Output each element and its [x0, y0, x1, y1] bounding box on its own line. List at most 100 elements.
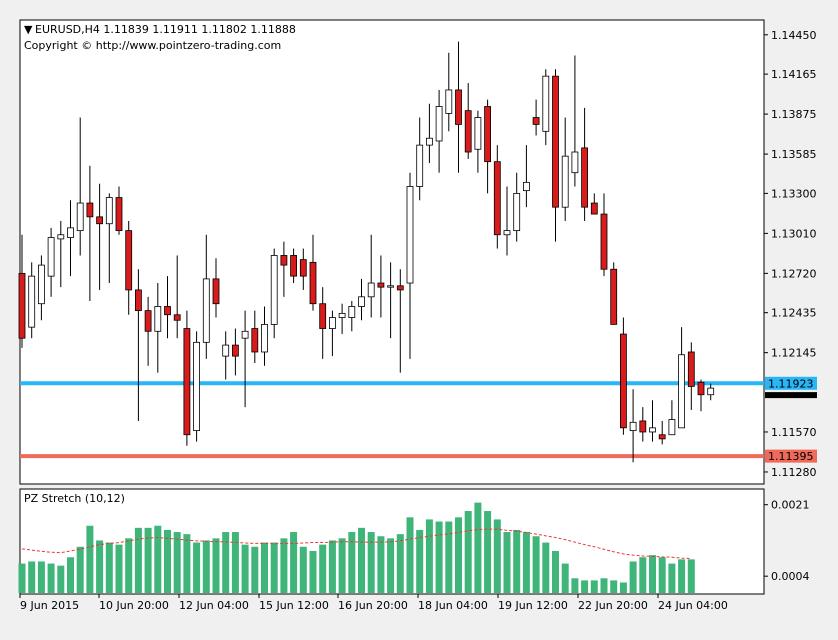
candle-body-bull	[561, 155, 569, 208]
histogram-bar	[590, 580, 598, 593]
price-tick-label: 1.14165	[771, 68, 817, 81]
candle-body-bear	[173, 314, 181, 321]
candle	[552, 69, 559, 242]
histogram-bar	[629, 561, 637, 593]
candle-body-bull	[241, 330, 249, 339]
time-tick-label: 24 Jun 04:00	[658, 599, 728, 612]
candle-body-bull	[348, 306, 356, 318]
candle-body-bear	[455, 89, 462, 125]
indicator-tick-label: 0.0004	[771, 570, 810, 583]
candle	[658, 420, 666, 445]
candle	[387, 262, 395, 339]
candle	[435, 89, 443, 173]
histogram-bar	[338, 538, 346, 593]
candle	[290, 248, 298, 284]
candle-body-bull	[270, 255, 278, 325]
candle-body-bull	[328, 317, 336, 329]
candle	[464, 83, 472, 159]
histogram-bar	[328, 540, 336, 593]
histogram-bar	[96, 540, 104, 593]
candle-body-bull	[105, 197, 113, 225]
price-tick-label: 1.13010	[771, 227, 817, 240]
histogram-bar	[484, 511, 492, 593]
candle-body-bull	[571, 151, 579, 174]
candle-body-bull	[406, 186, 414, 284]
candle	[125, 220, 133, 315]
candle	[105, 193, 113, 284]
candle	[154, 283, 162, 373]
time-tick-label: 19 Jun 12:00	[498, 599, 568, 612]
candle	[493, 145, 501, 249]
candle	[377, 255, 385, 318]
candle	[86, 165, 94, 301]
candle-body-bull	[338, 312, 346, 318]
histogram-bar	[125, 538, 133, 593]
histogram-bar	[319, 544, 327, 593]
red-line-price-text: 1.11395	[768, 450, 814, 463]
histogram-bar	[455, 517, 462, 593]
candle-body-bull	[513, 192, 521, 232]
blue-line-price-text: 1.11923	[768, 377, 814, 390]
indicator-title: PZ Stretch (10,12)	[24, 492, 125, 505]
candle-body-bear	[697, 381, 705, 396]
price-axis: 1.14450 1.14165 1.13875 1.13585 1.13300 1.130…	[764, 29, 817, 479]
candle-body-bear	[600, 213, 608, 270]
candle	[484, 99, 492, 194]
candle-body-bull	[416, 144, 424, 187]
candle	[231, 328, 239, 376]
candle	[299, 248, 307, 290]
candle	[173, 255, 181, 339]
histogram-bar	[658, 557, 666, 593]
candle	[523, 145, 530, 208]
candle-body-bear	[299, 259, 307, 277]
candle	[115, 186, 123, 235]
histogram-bar	[154, 525, 162, 593]
histogram-bar	[649, 555, 656, 593]
candle-body-bear	[552, 75, 559, 208]
histogram-bar	[600, 578, 608, 593]
candle	[28, 262, 36, 339]
histogram-bar	[251, 546, 259, 593]
candle-body-bull	[678, 354, 685, 429]
candle-body-bear	[183, 328, 191, 436]
candle	[76, 117, 84, 256]
candle-body-bull	[367, 282, 375, 298]
candle-body-bull	[358, 296, 365, 307]
candle	[600, 193, 608, 277]
histogram-bar	[610, 580, 618, 593]
candle	[639, 407, 647, 442]
histogram-bar	[270, 542, 278, 593]
candle-body-bull	[193, 341, 201, 431]
candle-body-bear	[309, 261, 317, 305]
candle-body-bull	[707, 387, 715, 396]
histogram-bar	[367, 532, 375, 593]
histogram-bar	[105, 542, 113, 593]
histogram-bar	[406, 517, 414, 593]
price-pane[interactable]	[19, 19, 765, 485]
candle-body-bear	[96, 216, 103, 225]
indicator-tick-label: 0.0021	[771, 499, 810, 512]
price-tick-label: 1.12145	[771, 347, 817, 360]
candle	[503, 186, 511, 256]
histogram-bar	[144, 527, 152, 593]
price-tick-label: 1.11570	[771, 426, 817, 439]
candle	[309, 234, 317, 311]
current-price-label	[765, 392, 817, 399]
candle-body-bear	[639, 420, 647, 433]
price-tick-label: 1.13585	[771, 148, 817, 161]
candle	[697, 379, 705, 412]
histogram-bar	[493, 519, 501, 593]
candle	[241, 310, 249, 408]
time-tick-label: 10 Jun 20:00	[99, 599, 169, 612]
histogram-bar	[639, 557, 647, 593]
candle	[474, 110, 482, 173]
histogram-bar	[290, 532, 298, 593]
price-tick-label: 1.12435	[771, 307, 817, 320]
time-axis: 9 Jun 2015 10 Jun 20:00 12 Jun 04:00 15 Jun…	[19, 594, 728, 612]
histogram-bar	[299, 546, 307, 593]
candle	[251, 310, 259, 364]
candle-body-bull	[542, 75, 550, 132]
chart-symbol-line: EURUSD,H4 1.11839 1.11911 1.11802 1.1188…	[35, 23, 296, 36]
chart-dropdown-icon[interactable]: ▼	[24, 23, 33, 36]
